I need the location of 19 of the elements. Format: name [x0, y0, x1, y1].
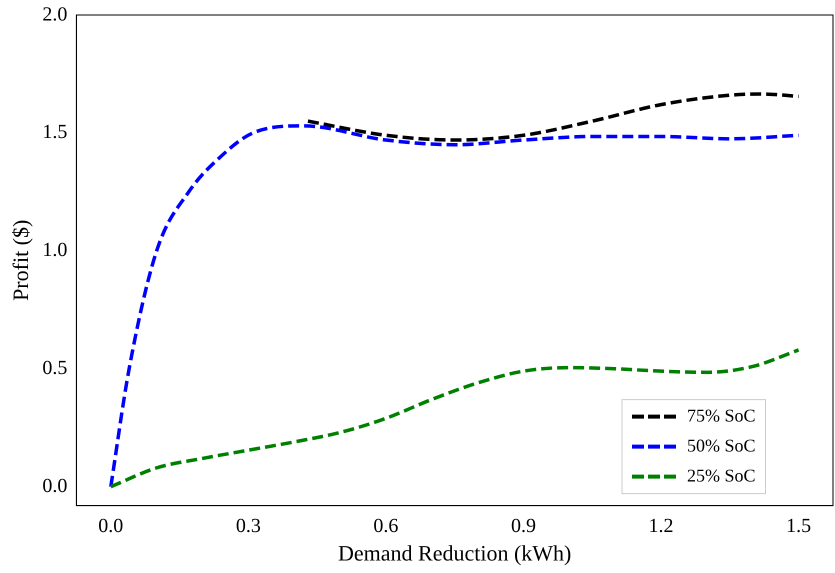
legend-label: 50% SoC [687, 435, 756, 456]
line-series [109, 348, 800, 488]
legend-label: 25% SoC [687, 465, 756, 486]
x-tick-label: 0.3 [236, 514, 261, 537]
y-tick-label: 2.0 [42, 3, 68, 26]
y-tick-label: 1.5 [42, 121, 68, 144]
x-tick-label: 0.6 [373, 514, 398, 537]
line-series [306, 92, 800, 142]
y-tick-label: 1.0 [42, 239, 68, 262]
y-tick-label: 0.5 [42, 357, 68, 380]
y-tick-label: 0.0 [42, 474, 68, 497]
x-tick-label: 0.0 [98, 514, 124, 537]
y-axis-title: Profit ($) [8, 220, 33, 301]
legend-label: 75% SoC [687, 405, 756, 426]
x-axis-title: Demand Reduction (kWh) [338, 540, 572, 566]
line-series [109, 124, 800, 488]
x-tick-label: 0.9 [510, 514, 536, 537]
x-tick-label: 1.5 [786, 514, 812, 537]
x-tick-label: 1.2 [648, 514, 674, 537]
